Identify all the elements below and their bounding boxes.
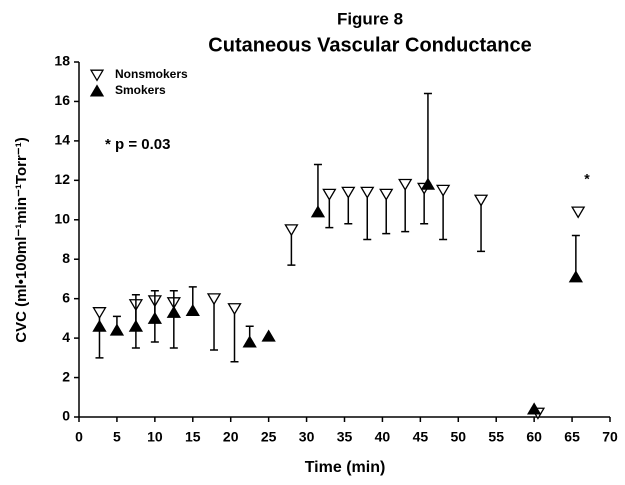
marker [92,319,107,332]
x-axis-label: Time (min) [305,459,386,476]
chart-subtitle: Cutaneous Vascular Conductance [208,34,531,56]
y-tick-label: 0 [62,408,70,424]
error-bar [477,200,486,253]
marker [379,188,394,201]
marker [227,303,242,316]
x-tick-label: 55 [488,429,504,445]
x-tick-label: 20 [223,429,239,445]
marker [571,206,586,219]
annotation: * [584,171,590,187]
error-bar [423,92,432,185]
marker [206,293,222,306]
marker [473,194,489,207]
y-tick-label: 10 [54,210,70,226]
marker [322,188,337,201]
error-bar [95,312,104,359]
x-tick-label: 35 [337,429,353,445]
error-bar [210,298,219,351]
x-tick-label: 70 [602,429,618,445]
marker [147,311,162,324]
x-tick-label: 60 [526,429,542,445]
x-tick-label: 0 [75,429,83,445]
marker [527,402,542,415]
x-tick-label: 65 [564,429,580,445]
y-axis-label: CVC (ml•100ml⁻¹min⁻¹Torr⁻¹) [13,137,30,342]
x-tick-label: 45 [413,429,429,445]
y-tick-label: 14 [54,132,70,148]
error-bar [439,190,448,241]
x-tick-label: 50 [450,429,466,445]
marker [109,323,125,336]
error-bar [401,184,410,233]
marker [185,303,200,316]
marker [92,307,107,320]
y-tick-label: 18 [54,53,70,69]
marker [435,184,451,197]
error-bar [571,234,580,277]
x-tick-label: 30 [299,429,315,445]
chart-title: Figure 8 [337,9,403,28]
marker [341,186,356,199]
error-bar [363,192,372,241]
marker [568,270,584,283]
y-tick-label: 4 [62,329,70,345]
error-bar [313,163,322,212]
annotation: * p = 0.03 [105,136,170,153]
marker [360,186,375,199]
legend-marker [89,69,105,82]
x-tick-label: 40 [375,429,391,445]
y-tick-label: 16 [54,92,70,108]
legend-marker [89,84,105,97]
legend-label: Nonsmokers [115,67,188,81]
marker [242,335,257,348]
marker [420,177,436,190]
x-tick-label: 25 [261,429,277,445]
marker [310,205,326,218]
y-tick-label: 8 [62,250,70,266]
legend-label: Smokers [115,83,166,97]
x-tick-label: 15 [185,429,201,445]
marker [166,305,181,318]
marker [128,319,144,332]
marker [398,178,413,191]
x-tick-label: 5 [113,429,121,445]
error-bar [230,308,239,363]
y-tick-label: 12 [54,171,70,187]
marker [261,329,276,342]
y-tick-label: 2 [62,368,70,384]
y-tick-label: 6 [62,289,70,305]
marker [284,224,299,237]
x-tick-label: 10 [147,429,163,445]
